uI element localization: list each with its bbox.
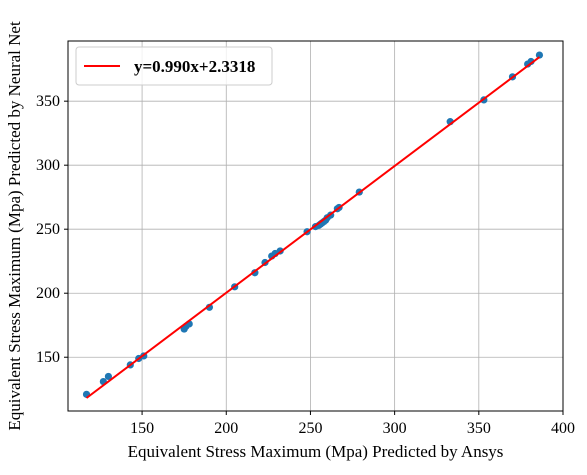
legend: y=0.990x+2.3318 xyxy=(75,46,273,86)
x-tick-label: 300 xyxy=(383,420,407,437)
y-axis-label: Equivalent Stress Maximum (Mpa) Predicte… xyxy=(5,21,24,431)
x-tick-label: 400 xyxy=(551,420,575,437)
data-point xyxy=(535,51,544,59)
data-point xyxy=(205,303,214,311)
data-points xyxy=(82,51,544,398)
data-point xyxy=(104,372,113,381)
y-tick-label: 300 xyxy=(36,157,60,174)
y-tick-label: 250 xyxy=(36,221,60,238)
x-tick-label: 250 xyxy=(298,420,322,437)
axis-ticks: 150 200 250 300 350 400 150 200 250 300 350 xyxy=(36,93,575,437)
fit-line-group xyxy=(85,56,541,399)
data-point xyxy=(527,57,535,66)
fit-line xyxy=(85,56,541,399)
legend-fit-line-label: y=0.990x+2.3318 xyxy=(134,57,255,76)
x-tick-label: 200 xyxy=(214,420,238,437)
x-axis-label: Equivalent Stress Maximum (Mpa) Predicte… xyxy=(128,442,504,461)
y-tick-label: 150 xyxy=(36,349,60,366)
x-tick-label: 350 xyxy=(467,420,491,437)
y-tick-label: 350 xyxy=(36,93,60,110)
legend-box xyxy=(75,46,273,86)
x-tick-label: 150 xyxy=(130,420,154,437)
plot-frame xyxy=(67,40,564,412)
y-tick-label: 200 xyxy=(36,285,60,302)
